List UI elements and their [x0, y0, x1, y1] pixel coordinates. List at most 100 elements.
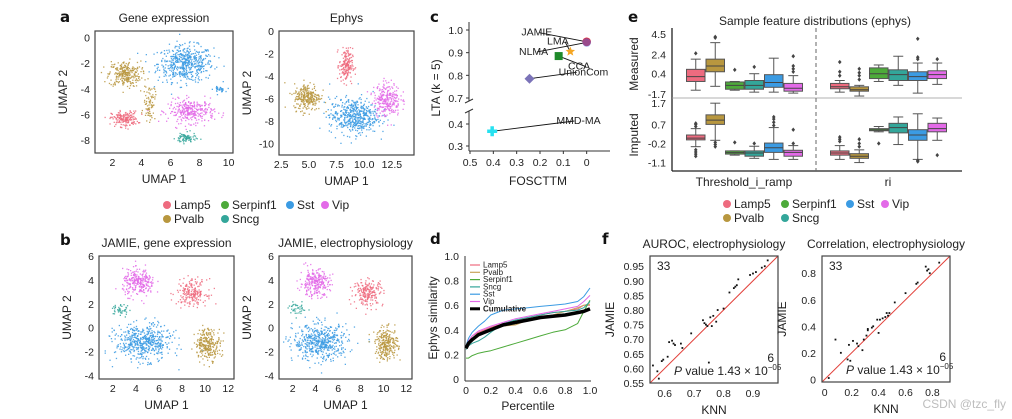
point-vip: [145, 269, 147, 271]
point-sst: [373, 114, 375, 116]
plot-frame: [98, 255, 235, 380]
point-vip: [140, 277, 142, 280]
point-sncg: [193, 135, 195, 137]
point-lamp5: [201, 280, 203, 283]
point-vip: [314, 274, 316, 276]
point-sst: [318, 362, 320, 364]
point-pvalb: [305, 91, 307, 93]
point-vip: [188, 101, 190, 103]
point-pvalb: [126, 68, 129, 70]
point-pvalb: [199, 342, 201, 345]
point-pvalb: [300, 103, 302, 105]
point-sst: [315, 336, 317, 338]
point-sst: [337, 350, 339, 352]
point-lamp5: [189, 301, 191, 303]
point-sst: [323, 341, 325, 344]
point-sst: [149, 325, 151, 328]
point-pvalb: [208, 336, 210, 338]
point-pvalb: [201, 339, 203, 341]
point-sst: [321, 344, 323, 346]
point-vip: [193, 104, 196, 106]
point-sst: [321, 340, 323, 342]
point-sst: [313, 331, 315, 333]
point-vip: [191, 105, 193, 107]
point-vip: [390, 106, 392, 108]
point-sst: [136, 340, 139, 342]
point-lamp5: [128, 112, 130, 115]
point-sst: [207, 61, 209, 64]
point-pvalb: [149, 119, 152, 121]
point-sst: [186, 73, 189, 75]
point-vip: [389, 88, 391, 90]
point-sst: [138, 330, 140, 332]
point-sst: [360, 117, 362, 119]
point-vip: [147, 109, 149, 111]
point-sst: [187, 50, 189, 53]
point-sst: [186, 56, 188, 58]
point-sst: [321, 342, 323, 344]
point-pvalb: [289, 92, 291, 95]
point-pvalb: [122, 73, 124, 75]
point-lamp5: [129, 111, 131, 113]
y-tick-label: 0: [84, 32, 90, 44]
point-vip: [128, 287, 130, 290]
point-sst: [362, 112, 364, 114]
point-sst: [330, 341, 332, 343]
point-lamp5: [363, 300, 365, 302]
point-lamp5: [342, 68, 344, 70]
point-pvalb: [148, 109, 150, 111]
point-vip: [384, 115, 386, 118]
point-sst: [158, 345, 160, 347]
point-sncg: [119, 310, 121, 313]
point-lamp5: [367, 288, 370, 291]
point-sst: [197, 72, 200, 74]
point-sst: [359, 115, 361, 117]
point-sst: [332, 118, 334, 120]
point-sst: [310, 351, 312, 353]
point-pvalb: [295, 91, 298, 93]
point-sst: [356, 122, 358, 124]
point-vip: [180, 104, 182, 106]
point-lamp5: [368, 278, 370, 280]
point-vip: [185, 104, 187, 106]
point-sst: [313, 342, 315, 344]
point-sst: [323, 329, 325, 331]
point-sst: [364, 118, 366, 120]
point-pvalb: [308, 97, 310, 99]
point-pvalb: [207, 349, 209, 352]
point-lamp5: [186, 297, 188, 299]
point-pvalb: [296, 87, 298, 89]
point-sst: [180, 73, 182, 75]
point-sst: [349, 125, 352, 128]
point-vip: [306, 265, 309, 267]
point-sst: [151, 336, 153, 338]
point-pvalb: [118, 76, 120, 78]
point-pvalb: [198, 341, 200, 344]
point-sncg: [185, 135, 187, 137]
point-vip: [379, 112, 381, 114]
point-vip: [126, 280, 128, 282]
point-sst: [322, 343, 325, 345]
point-sst: [346, 116, 348, 119]
point-sst: [176, 348, 178, 350]
point-sst: [141, 349, 143, 352]
point-vip: [145, 284, 148, 287]
point-pvalb: [204, 347, 206, 349]
point-lamp5: [379, 283, 381, 286]
point-sst: [185, 65, 187, 68]
point-sst: [327, 109, 329, 111]
point-pvalb: [309, 101, 311, 103]
point-sst: [323, 355, 325, 357]
point-vip: [327, 283, 329, 285]
point-sst: [355, 121, 357, 123]
point-vip: [124, 276, 126, 279]
point-sst: [314, 362, 316, 364]
point-lamp5: [354, 283, 356, 285]
point-vip: [128, 279, 130, 281]
point-sst: [135, 319, 138, 322]
point-lamp5: [337, 65, 339, 67]
point-vip: [137, 279, 139, 281]
point-sncg: [186, 137, 188, 139]
point-vip: [381, 92, 383, 94]
point-vip: [132, 274, 135, 277]
